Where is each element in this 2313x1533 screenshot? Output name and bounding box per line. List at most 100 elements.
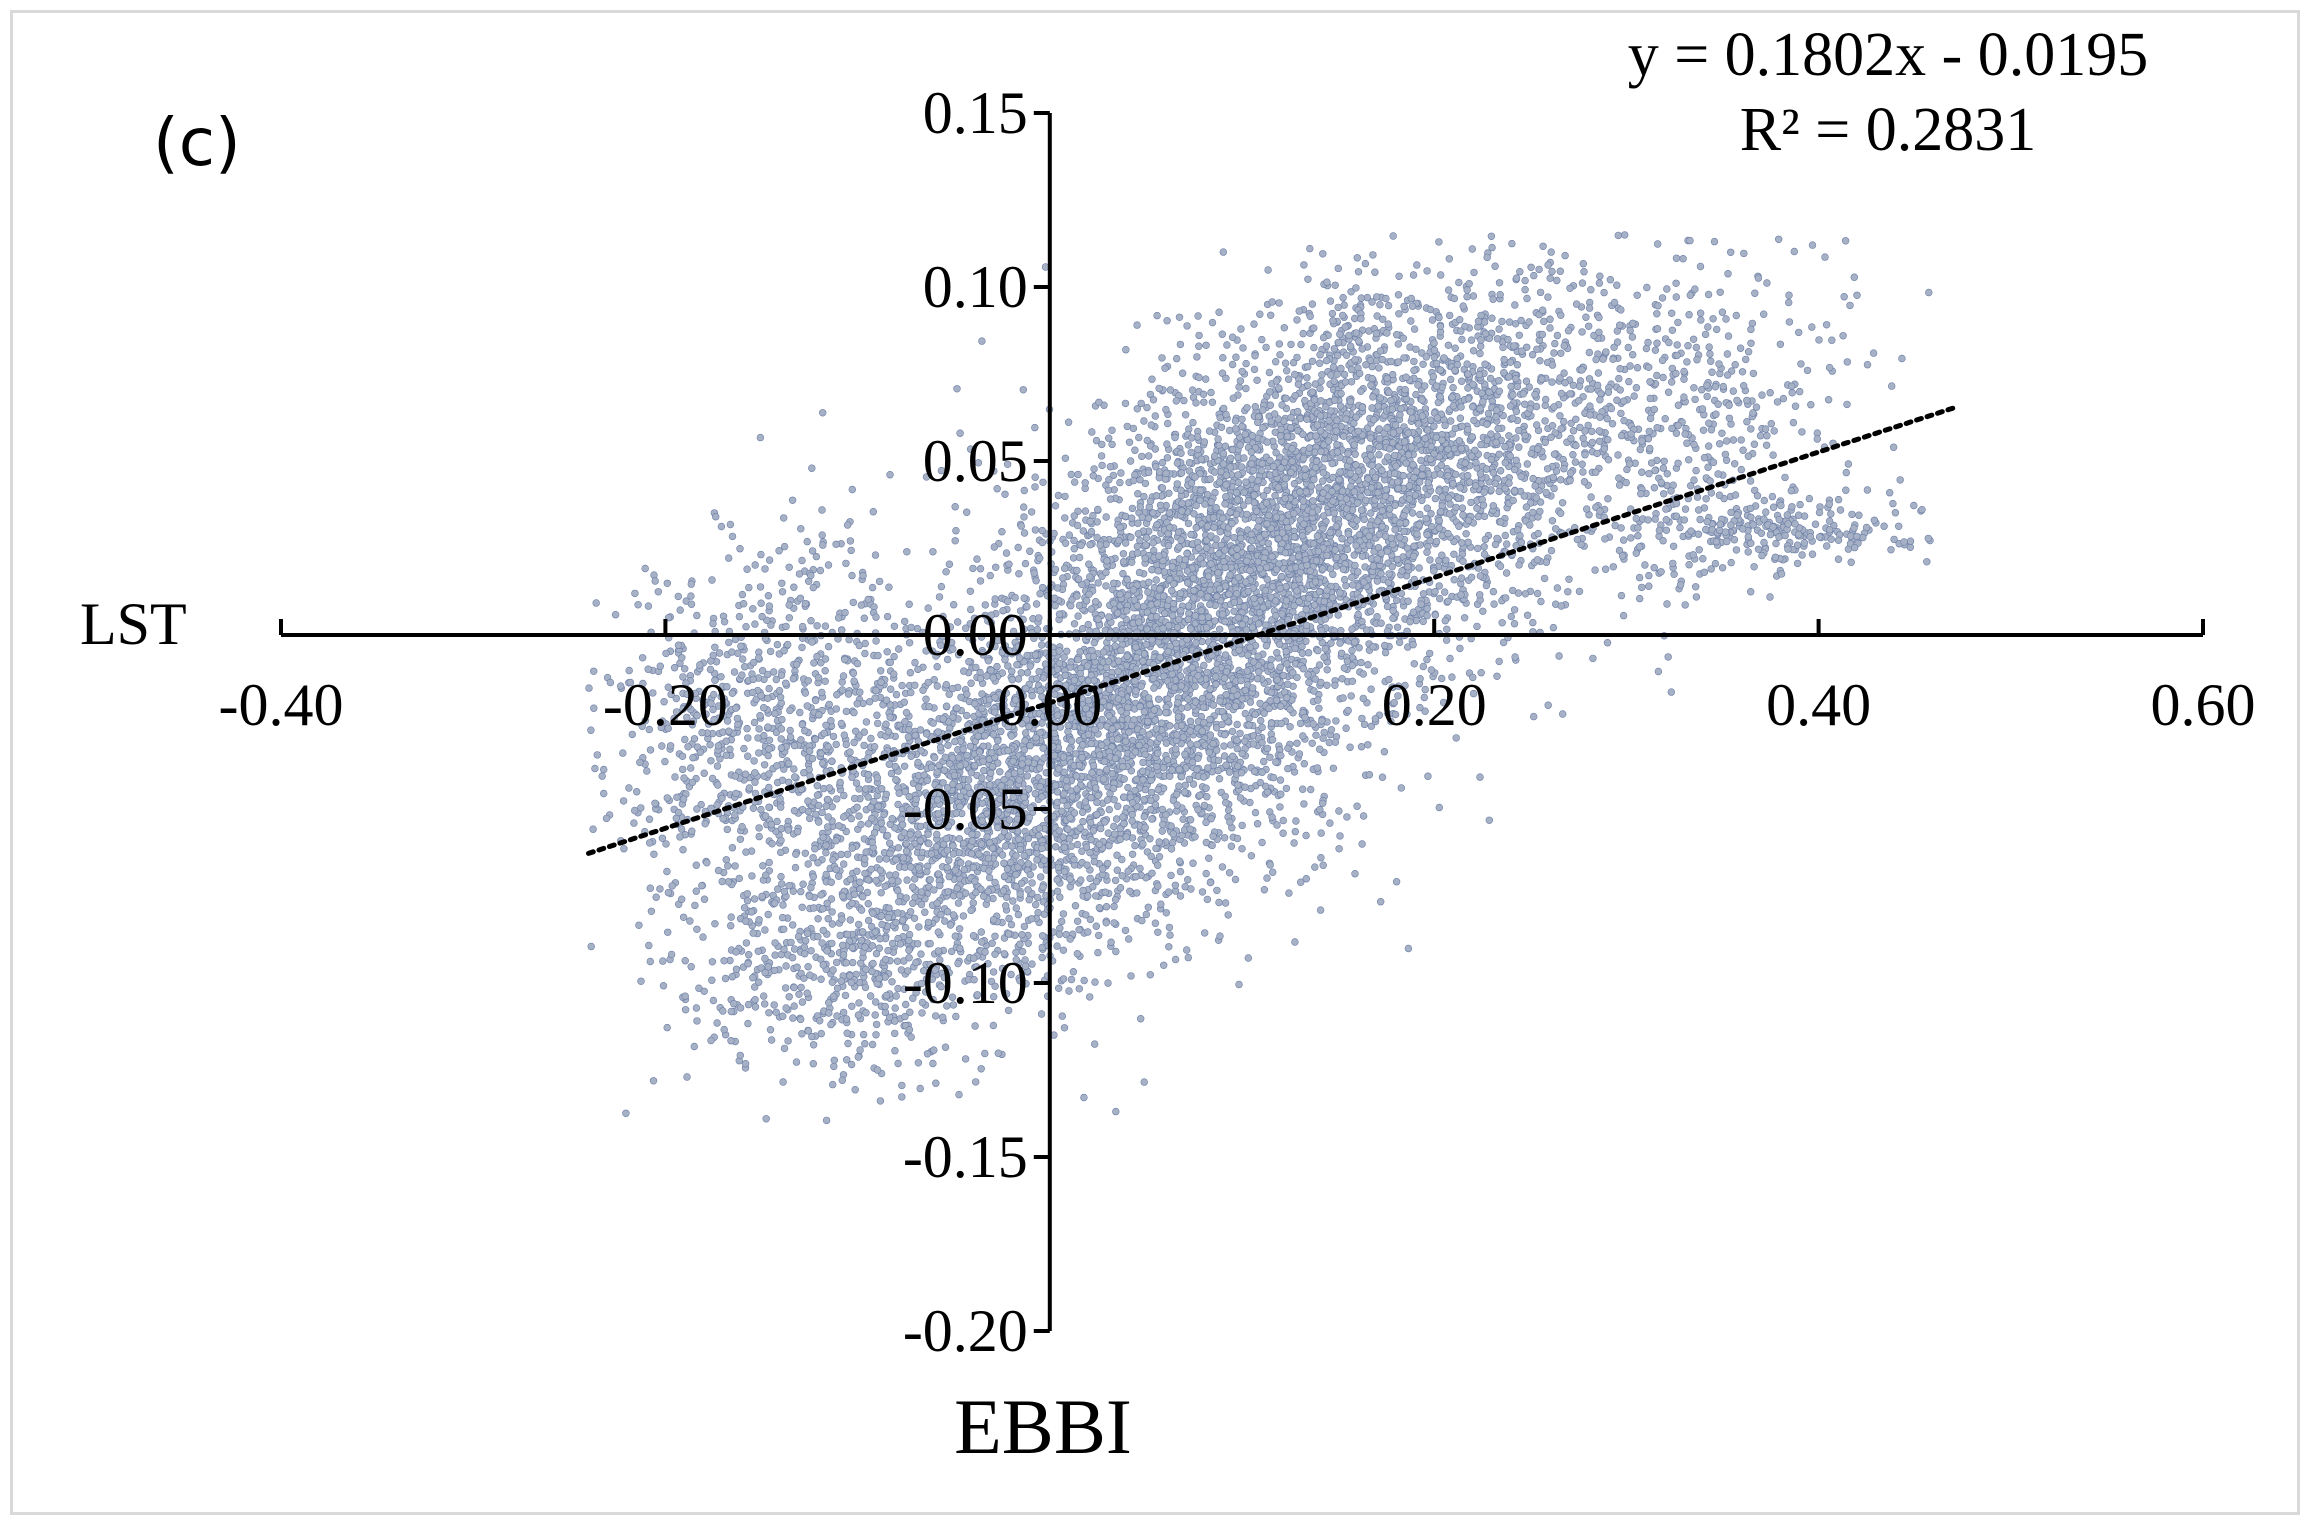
scatter-point [817,975,825,983]
scatter-point [1254,620,1263,628]
scatter-point [1350,314,1359,323]
scatter-point [1067,658,1075,666]
scatter-point [1595,279,1604,287]
scatter-point [1146,739,1155,747]
scatter-point [985,873,994,882]
scatter-point [1104,657,1113,665]
scatter-point [1342,582,1350,590]
scatter-point [1468,245,1477,253]
scatter-point [1131,677,1139,685]
scatter-point [933,682,941,690]
scatter-point [1495,377,1503,385]
scatter-point [1350,638,1359,646]
scatter-point [1339,565,1348,573]
scatter-point [1321,615,1330,623]
scatter-point [1348,677,1357,685]
scatter-point [842,1056,851,1064]
scatter-point [1142,534,1151,542]
scatter-point [1159,592,1168,600]
scatter-point [1516,268,1524,276]
scatter-point [1348,625,1356,633]
scatter-point [1165,509,1174,517]
scatter-point [1357,658,1365,667]
scatter-point [1036,589,1044,598]
scatter-point [1284,744,1292,752]
scatter-point [800,943,809,951]
scatter-point [1679,255,1687,263]
scatter-point [1238,620,1247,629]
scatter-point [1235,980,1243,989]
scatter-point [1065,987,1073,995]
scatter-point [1419,360,1427,368]
scatter-point [1364,741,1372,749]
scatter-point [1220,752,1229,760]
scatter-point [1136,1014,1145,1023]
scatter-point [941,1043,950,1051]
scatter-point [1424,772,1432,780]
scatter-point [1113,866,1122,874]
scatter-point [898,1093,906,1101]
scatter-point [1295,750,1304,758]
scatter-point [1435,803,1444,812]
scatter-point [1157,719,1166,727]
scatter-point [1185,775,1194,783]
scatter-point [1535,265,1543,274]
scatter-point [1325,738,1334,747]
scatter-point [1160,568,1169,576]
scatter-point [1431,611,1440,619]
scatter-point [1697,316,1705,324]
scatter-point [1489,295,1497,303]
scatter-point [1371,715,1380,723]
scatter-point [1203,792,1211,801]
scatter-point [1273,648,1281,657]
scatter-point [1110,599,1118,607]
scatter-point [1310,687,1318,695]
scatter-point [1371,268,1379,276]
scatter-point [1406,618,1414,626]
scatter-point [1242,578,1250,586]
scatter-point [900,698,908,706]
scatter-point [1476,773,1484,781]
scatter-point [1377,570,1385,578]
scatter-point [1123,715,1132,723]
scatter-point [1124,935,1133,943]
scatter-point [1276,663,1285,671]
scatter-point [1098,461,1106,470]
scatter-point [1189,780,1198,788]
scatter-point [1248,684,1257,692]
scatter-point [986,571,994,580]
scatter-point [1243,404,1251,412]
scatter-point [1225,426,1234,435]
scatter-point [1123,422,1132,431]
scatter-point [945,560,954,568]
scatter-point [1020,922,1029,931]
scatter-point [1260,709,1268,717]
scatter-point [1558,710,1567,718]
scatter-point [1683,439,1691,447]
scatter-point [1178,369,1187,377]
scatter-point [1206,715,1214,724]
scatter-point [1336,589,1344,597]
scatter-point [1283,680,1292,688]
scatter-point [1135,568,1144,577]
scatter-point [1444,286,1453,294]
scatter-point [1319,250,1327,258]
scatter-point [1271,492,1279,500]
scatter-point [1311,863,1319,871]
scatter-point [1301,543,1309,551]
scatter-point [945,872,953,881]
scatter-point [1080,976,1088,985]
scatter-point [1523,611,1532,619]
scatter-point [1284,523,1292,532]
scatter-point [1031,900,1040,909]
scatter-point [1378,773,1387,781]
scatter-point [1282,647,1290,656]
scatter-point [1058,1012,1067,1020]
scatter-point [1395,272,1403,280]
scatter-point [1347,365,1356,374]
scatter-point [1331,681,1339,689]
scatter-point [1086,874,1094,883]
scatter-point [1476,349,1484,358]
scatter-point [1353,254,1362,262]
scatter-point [1361,259,1370,268]
